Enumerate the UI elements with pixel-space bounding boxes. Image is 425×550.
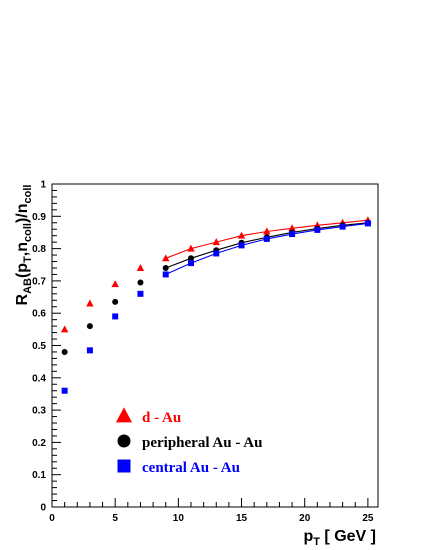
y-tick-label: 0.7 (32, 276, 46, 287)
data-point-square (112, 313, 119, 320)
data-point-triangle (86, 299, 94, 307)
y-title-subscript: T (22, 256, 34, 263)
data-point-circle (61, 348, 68, 355)
plot-frame (51, 183, 379, 508)
x-tick-label: 0 (49, 513, 55, 524)
legend-marker-square (117, 459, 131, 473)
x-tick-label: 20 (299, 513, 311, 524)
data-point-circle (187, 255, 194, 262)
x-title-unit: [ GeV ] (320, 528, 376, 545)
x-title-main: p (303, 528, 313, 545)
y-title-part: (p (14, 263, 31, 278)
data-point-triangle (263, 227, 271, 235)
legend-marker-circle (117, 434, 131, 448)
data-point-triangle (136, 264, 145, 271)
data-point-triangle (162, 254, 170, 262)
plot-frame-layer: 00.10.20.30.40.50.60.70.80.910 5 10 15 20 25 (32, 180, 379, 524)
y-title-subscript: AB (22, 278, 34, 294)
data-point-square (86, 347, 93, 354)
legend-label: peripheral Au - Au (142, 435, 262, 451)
x-tick-label: 25 (362, 513, 374, 524)
data-point-square (289, 231, 296, 238)
x-tick-label: 5 (112, 513, 118, 524)
data-point-circle (86, 323, 93, 330)
data-point-square (162, 271, 169, 278)
x-tick-label: 10 (173, 513, 185, 524)
data-point-circle (137, 279, 144, 286)
y-tick-label: 0.8 (32, 244, 46, 255)
data-point-triangle (237, 231, 246, 239)
y-tick-label: 0.3 (32, 406, 46, 417)
data-point-square (238, 242, 245, 249)
data-point-square (213, 250, 220, 257)
y-tick-label: 0 (40, 503, 46, 514)
data-point-triangle (288, 224, 296, 232)
y-tick-label: 0.9 (32, 212, 46, 223)
data-point-square (137, 290, 144, 297)
y-tick-label: 1 (40, 180, 46, 191)
y-title-part: ,n (14, 242, 31, 256)
x-tick-label: 15 (236, 513, 248, 524)
y-title-subscript: coll (22, 223, 34, 242)
data-point-square (364, 220, 371, 227)
y-title-subscript: coll (22, 185, 34, 204)
x-axis-title-group: pT [ GeV ] (303, 528, 376, 548)
data-point-triangle (187, 244, 195, 252)
data-point-triangle (60, 325, 69, 333)
x-axis-title: pT [ GeV ] (303, 528, 376, 548)
legend: d - Au peripheral Au - Au central Au - Au (115, 407, 262, 476)
data-point-triangle (212, 238, 220, 246)
y-tick-label: 0.2 (32, 438, 46, 449)
legend-label: central Au - Au (142, 460, 240, 476)
data-point-square (339, 223, 346, 230)
data-point-circle (112, 298, 119, 305)
y-tick-label: 0.5 (32, 341, 46, 352)
y-title-part: )/n (14, 203, 31, 223)
data-markers (60, 216, 372, 394)
y-axis-title-group: RAB(pT,ncoll)/ncoll (14, 185, 34, 306)
data-point-square (263, 235, 270, 242)
data-point-circle (162, 264, 169, 271)
data-point-square (61, 387, 68, 394)
y-axis-title: RAB(pT,ncoll)/ncoll (14, 185, 34, 306)
y-tick-label: 0.4 (32, 373, 46, 384)
y-tick-label: 0.1 (32, 470, 46, 481)
x-title-subscript: T (313, 536, 320, 548)
data-point-square (187, 260, 194, 267)
legend-marker-triangle (115, 407, 133, 423)
data-point-square (314, 226, 321, 233)
data-point-triangle (111, 280, 119, 288)
legend-label: d - Au (142, 410, 181, 426)
y-tick-label: 0.6 (32, 309, 46, 320)
y-title-part: R (14, 293, 31, 305)
